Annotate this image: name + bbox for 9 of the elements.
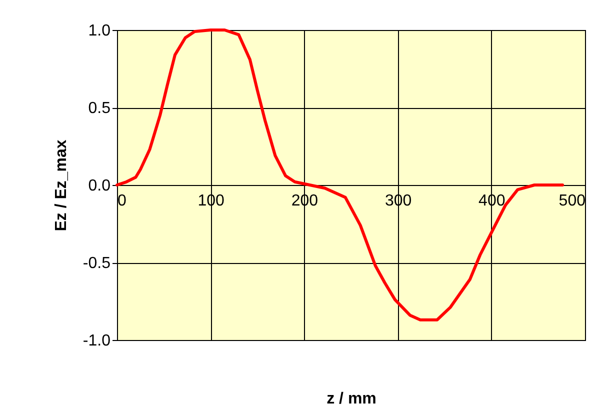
y-tick-label: -1.0 bbox=[82, 332, 111, 350]
x-axis-title: z / mm bbox=[326, 390, 376, 408]
y-tick-label: 0.5 bbox=[88, 100, 111, 117]
y-tick-label: 1.0 bbox=[88, 22, 111, 40]
x-tick-label: 500 bbox=[558, 192, 586, 210]
y-tick-label: 0.0 bbox=[88, 178, 111, 194]
y-axis-title: Ez / Ez_max bbox=[52, 140, 70, 232]
x-tick-label: 0 bbox=[118, 192, 126, 210]
y-tick-label: -0.5 bbox=[82, 255, 111, 272]
